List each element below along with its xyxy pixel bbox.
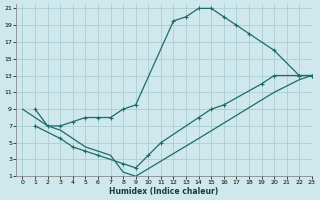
X-axis label: Humidex (Indice chaleur): Humidex (Indice chaleur) bbox=[109, 187, 219, 196]
